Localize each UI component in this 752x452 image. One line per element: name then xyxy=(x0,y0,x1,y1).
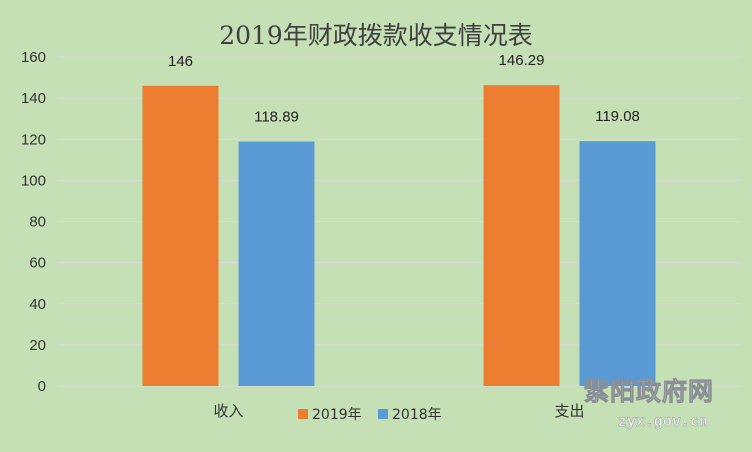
legend-label: 2018年 xyxy=(392,407,442,423)
y-tick-label: 80 xyxy=(29,214,46,231)
watermark-name: 紫阳政府网 xyxy=(584,377,714,406)
watermark-url: zyx.gov.cn xyxy=(618,412,708,430)
x-category-label: 收入 xyxy=(213,402,243,420)
y-tick-label: 100 xyxy=(21,172,46,189)
y-tick-label: 120 xyxy=(21,131,46,148)
y-axis-ticks: 0 20 40 60 80 100 120 140 160 xyxy=(21,49,46,395)
legend: 2019年 2018年 xyxy=(298,407,442,423)
y-tick-label: 0 xyxy=(38,378,46,395)
x-axis-categories: 收入 支出 xyxy=(213,402,584,420)
legend-swatch xyxy=(378,409,388,419)
watermark-logo: 紫阳政府网 zyx.gov.cn xyxy=(584,377,714,431)
chart-title: 2019年财政拨款收支情况表 xyxy=(219,21,533,50)
y-tick-label: 60 xyxy=(29,255,46,272)
y-tick-label: 40 xyxy=(29,296,46,313)
y-tick-label: 160 xyxy=(21,49,46,66)
y-tick-label: 20 xyxy=(29,337,46,354)
bars xyxy=(142,85,656,386)
data-label: 146 xyxy=(168,53,193,70)
bar xyxy=(238,141,315,386)
x-category-label: 支出 xyxy=(554,402,584,420)
legend-label: 2019年 xyxy=(312,407,362,423)
data-labels: 146 118.89 146.29 119.08 xyxy=(168,52,640,125)
data-label: 119.08 xyxy=(595,108,640,125)
bar xyxy=(142,85,219,386)
y-tick-label: 140 xyxy=(21,90,46,107)
legend-swatch xyxy=(298,409,308,419)
data-label: 146.29 xyxy=(499,52,545,69)
bar xyxy=(579,141,656,386)
bar xyxy=(483,85,560,386)
data-label: 118.89 xyxy=(254,109,299,126)
